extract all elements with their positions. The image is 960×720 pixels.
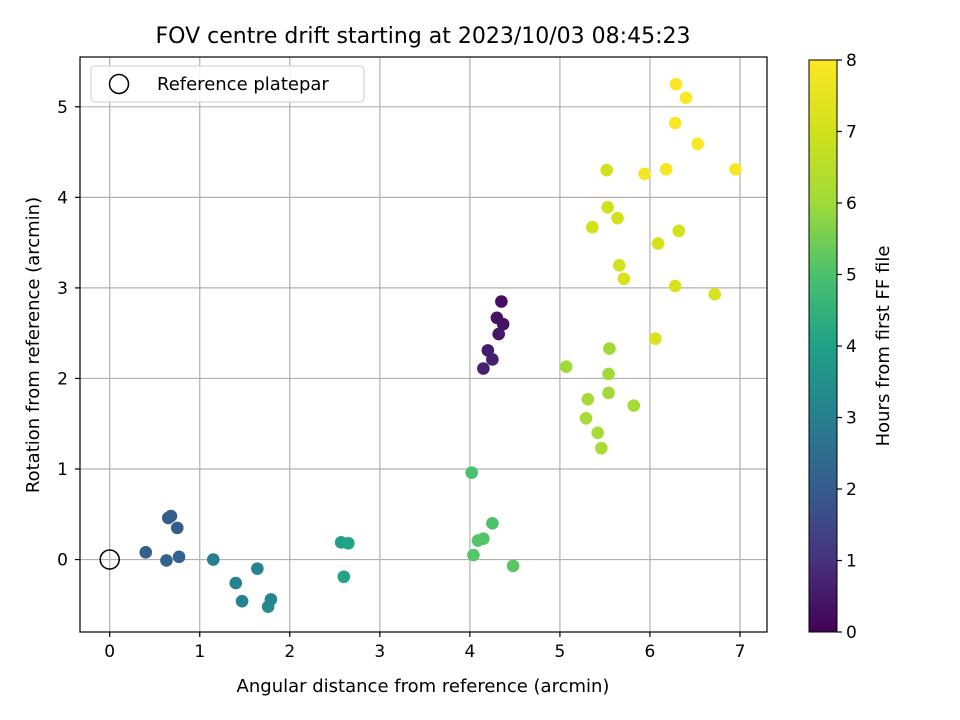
reference-marker-group (99, 549, 120, 570)
x-tick-label: 6 (645, 642, 656, 662)
y-axis-ticks: 0 1 2 3 4 5 (57, 98, 80, 571)
x-tick-label: 2 (284, 642, 295, 662)
data-point (602, 367, 615, 381)
x-tick-label: 7 (735, 642, 746, 662)
colorbar-tick-label: 2 (846, 480, 857, 500)
y-tick-label: 3 (57, 279, 68, 299)
legend-marker (108, 73, 130, 95)
grid (80, 57, 767, 632)
plot-frame (79, 56, 768, 633)
colorbar-ticks: 0 1 2 3 4 5 6 7 8 (837, 51, 857, 643)
data-point (672, 224, 686, 238)
colorbar-label: Hours from first FF file (873, 246, 894, 447)
colorbar-tick-label: 7 (846, 123, 857, 143)
x-tick-label: 1 (194, 642, 205, 662)
chart-title: FOV centre drift starting at 2023/10/03 … (156, 24, 691, 49)
colorbar-tick-label: 8 (846, 51, 857, 71)
x-tick-label: 4 (464, 642, 475, 662)
colorbar-tick-label: 5 (846, 266, 857, 286)
data-point (261, 600, 275, 613)
colorbar-tick-label: 6 (846, 194, 857, 214)
x-tick-label: 5 (554, 642, 565, 662)
data-point (337, 570, 351, 584)
data-point (506, 559, 520, 573)
data-points (139, 77, 742, 613)
data-point (581, 392, 595, 406)
data-point (729, 162, 742, 176)
data-point (602, 386, 615, 400)
data-point (611, 211, 624, 225)
data-point (161, 511, 175, 525)
data-point (600, 163, 614, 177)
data-point (139, 546, 153, 559)
data-point (613, 258, 626, 272)
colorbar-tick-label: 0 (846, 623, 857, 643)
y-tick-label: 0 (57, 551, 68, 571)
data-point (638, 167, 651, 181)
data-point (486, 353, 499, 366)
data-point (172, 550, 186, 564)
data-point (603, 342, 616, 355)
data-point (160, 554, 173, 567)
data-point (649, 332, 662, 345)
reference-platepar-marker (99, 549, 120, 570)
x-tick-label: 0 (104, 642, 115, 662)
legend: Reference platepar (90, 65, 365, 103)
data-point (465, 466, 478, 479)
legend-entry-label: Reference platepar (157, 74, 329, 95)
data-point (471, 534, 485, 547)
data-point (342, 536, 355, 550)
data-point (591, 426, 605, 440)
colorbar: 0 1 2 3 4 5 6 7 8 Hours from first FF file (808, 51, 894, 643)
data-point (229, 576, 243, 590)
data-point (251, 562, 264, 575)
data-point (668, 116, 682, 130)
y-axis-label: Rotation from reference (arcmin) (23, 197, 44, 493)
data-point (467, 548, 480, 562)
data-point (586, 220, 599, 234)
colorbar-tick-label: 1 (846, 552, 857, 572)
data-point (206, 553, 220, 566)
x-tick-label: 3 (374, 642, 385, 662)
x-axis-label: Angular distance from reference (arcmin) (237, 676, 610, 697)
data-point (601, 201, 614, 214)
data-point (659, 162, 673, 176)
data-point (691, 137, 704, 151)
data-point (617, 272, 631, 286)
data-point (595, 441, 608, 455)
data-point (170, 521, 184, 535)
data-point (235, 594, 249, 608)
data-point (627, 399, 641, 412)
colorbar-tick-label: 4 (846, 337, 857, 357)
data-point (679, 91, 693, 105)
data-point (477, 362, 490, 375)
data-point (559, 360, 573, 373)
x-axis-ticks: 0 1 2 3 4 5 6 7 (104, 632, 745, 662)
data-point (495, 295, 508, 308)
y-tick-label: 4 (57, 188, 68, 208)
data-point (708, 287, 722, 301)
colorbar-tick-label: 3 (846, 409, 857, 429)
data-point (492, 327, 505, 341)
data-point (496, 317, 510, 331)
y-tick-label: 2 (57, 369, 68, 389)
data-point (486, 517, 499, 530)
data-point (669, 77, 683, 91)
legend-box (90, 65, 365, 103)
data-point (579, 411, 593, 425)
data-point (651, 237, 665, 250)
y-tick-label: 1 (57, 460, 68, 480)
data-point (668, 279, 682, 293)
y-tick-label: 5 (57, 98, 68, 118)
colorbar-gradient (808, 59, 838, 633)
